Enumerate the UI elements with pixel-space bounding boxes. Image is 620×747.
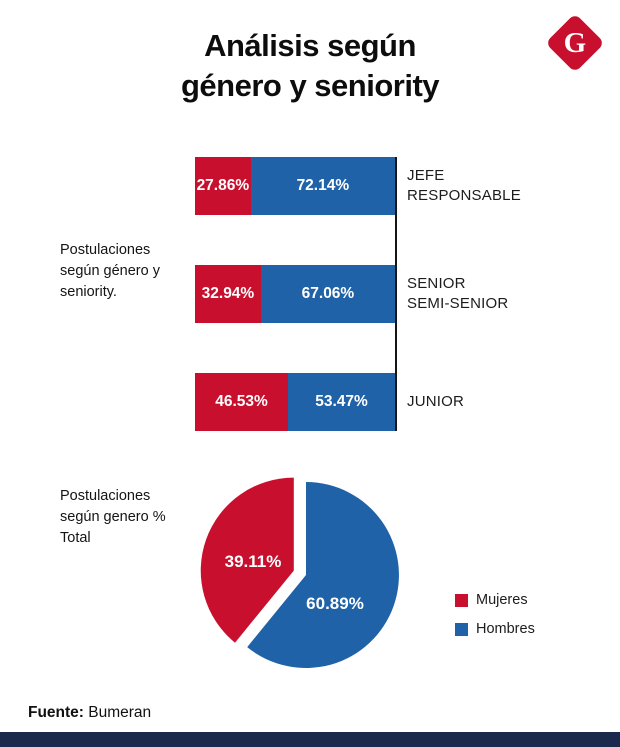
bar-value-label: 46.53%: [215, 393, 268, 410]
bar-value-label: 32.94%: [201, 285, 255, 302]
source-line: Fuente: Bumeran: [28, 704, 151, 722]
pie-value-mujeres: 39.11%: [224, 552, 282, 571]
pie-legend: Mujeres Hombres: [455, 592, 535, 650]
stacked-bar-chart: 27.86% 72.14% 32.94% 67.06% 46.53% 53.47…: [195, 157, 395, 481]
category-line: SEMI-SENIOR: [407, 295, 509, 312]
pie-chart: [200, 477, 399, 668]
bar-segment-hombres: 53.47%: [288, 373, 395, 431]
pie-caption: Postulaciones según genero % Total: [60, 488, 166, 547]
bottom-bar: [0, 732, 620, 747]
stacked-bar-row: 32.94% 67.06%: [195, 265, 395, 323]
legend-item-mujeres: Mujeres: [455, 592, 535, 608]
bar-value-label: 72.14%: [296, 177, 350, 194]
page-title: Análisis según género y seniority: [0, 26, 620, 105]
bar-segment-mujeres: 32.94%: [195, 265, 261, 323]
category-line: SENIOR: [407, 274, 466, 292]
title-line-1: Análisis según: [204, 28, 416, 63]
legend-item-hombres: Hombres: [455, 621, 535, 637]
bars-caption: Postulaciones según género y seniority.: [60, 242, 160, 301]
stacked-bar-row: 27.86% 72.14%: [195, 157, 395, 215]
legend-label-mujeres: Mujeres: [476, 592, 528, 608]
category-label-junior: JUNIOR: [407, 392, 464, 412]
category-label-jefe-responsable: JEFE RESPONSABLE: [407, 166, 521, 207]
pie-slice-hombres: [247, 482, 399, 668]
category-line: JUNIOR: [407, 392, 465, 410]
bar-segment-hombres: 72.14%: [250, 157, 395, 215]
category-label-senior-semisenior: SENIOR SEMI-SENIOR: [407, 274, 508, 315]
source-value: Bumeran: [88, 704, 152, 721]
source-label: Fuente:: [28, 704, 84, 721]
logo-letter-icon: G: [563, 26, 587, 59]
category-line: RESPONSABLE: [407, 187, 521, 204]
legend-label-hombres: Hombres: [476, 621, 535, 637]
bar-segment-mujeres: 46.53%: [195, 373, 289, 431]
bar-segment-mujeres: 27.86%: [195, 157, 251, 215]
bar-value-label: 67.06%: [301, 285, 355, 302]
stacked-bar-row: 46.53% 53.47%: [195, 373, 395, 431]
bar-value-label: 27.86%: [196, 177, 250, 194]
pie-value-hombres: 60.89%: [306, 594, 364, 613]
legend-swatch-hombres-icon: [455, 622, 468, 636]
bar-axis-line: [395, 157, 397, 431]
bar-value-label: 53.47%: [315, 393, 368, 410]
pie-slice-mujeres: [200, 477, 294, 643]
title-line-2: género y seniority: [180, 67, 440, 103]
category-line: JEFE: [407, 166, 445, 184]
legend-swatch-mujeres-icon: [455, 593, 468, 607]
bar-segment-hombres: 67.06%: [260, 265, 395, 323]
